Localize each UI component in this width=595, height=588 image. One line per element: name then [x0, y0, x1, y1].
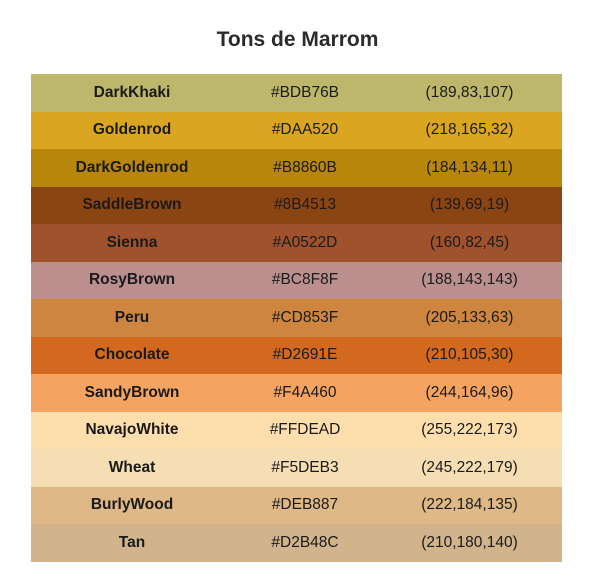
color-hex-cell: #8B4513 [273, 196, 337, 214]
color-name-cell: Peru [114, 308, 150, 326]
color-rgb-cell: (205,133,63) [425, 308, 514, 326]
color-rgb-cell: (160,82,45) [429, 233, 510, 251]
table-row: Wheat #F5DEB3 (245,222,179) [31, 449, 562, 487]
table-row: DarkKhaki #BDB76B (189,83,107) [31, 74, 562, 112]
color-rgb-cell: (222,184,135) [421, 496, 518, 514]
color-hex-cell: #DAA520 [271, 121, 339, 139]
color-name-cell: BurlyWood [90, 496, 174, 514]
color-hex-cell: #F5DEB3 [271, 458, 339, 476]
color-rgb-cell: (189,83,107) [425, 83, 514, 101]
color-hex-cell: #B8860B [273, 158, 337, 176]
color-name-cell: Chocolate [94, 346, 170, 364]
table-row: Goldenrod #DAA520 (218,165,32) [31, 111, 562, 149]
color-rgb-cell: (245,222,179) [421, 458, 518, 476]
color-name-cell: DarkKhaki [93, 83, 171, 101]
table-row: RosyBrown #BC8F8F (188,143,143) [31, 261, 562, 299]
color-rgb-cell: (184,134,11) [426, 158, 513, 176]
color-hex-cell: #A0522D [272, 233, 338, 251]
table-row: Peru #CD853F (205,133,63) [31, 299, 562, 337]
color-hex-cell: #BDB76B [270, 83, 340, 101]
color-name-cell: Sienna [106, 233, 158, 251]
color-name-cell: Wheat [108, 458, 156, 476]
color-hex-cell: #D2691E [272, 346, 338, 364]
color-rgb-cell: (244,164,96) [425, 383, 514, 401]
color-table: DarkKhaki #BDB76B (189,83,107) Goldenrod… [31, 74, 562, 562]
table-row: Chocolate #D2691E (210,105,30) [31, 336, 562, 374]
color-rgb-cell: (218,165,32) [425, 121, 514, 139]
color-name-cell: Tan [118, 533, 146, 551]
table-row: SaddleBrown #8B4513 (139,69,19) [31, 186, 562, 224]
color-name-cell: NavajoWhite [85, 421, 179, 439]
table-row: Sienna #A0522D (160,82,45) [31, 224, 562, 262]
color-hex-cell: #FFDEAD [269, 421, 341, 439]
color-name-cell: SaddleBrown [82, 196, 182, 214]
color-rgb-cell: (255,222,173) [421, 421, 518, 439]
color-name-cell: Goldenrod [92, 121, 172, 139]
table-row: DarkGoldenrod #B8860B (184,134,11) [31, 149, 562, 187]
color-hex-cell: #D2B48C [271, 533, 339, 551]
table-row: NavajoWhite #FFDEAD (255,222,173) [31, 411, 562, 449]
table-row: Tan #D2B48C (210,180,140) [31, 524, 562, 562]
color-table-body: DarkKhaki #BDB76B (189,83,107) Goldenrod… [31, 74, 562, 562]
color-hex-cell: #BC8F8F [271, 271, 339, 289]
color-rgb-cell: (188,143,143) [421, 271, 518, 289]
color-hex-cell: #F4A460 [273, 383, 337, 401]
color-hex-cell: #CD853F [271, 308, 339, 326]
color-name-cell: SandyBrown [84, 383, 180, 401]
table-row: SandyBrown #F4A460 (244,164,96) [31, 374, 562, 412]
color-rgb-cell: (139,69,19) [429, 196, 510, 214]
color-hex-cell: #DEB887 [271, 496, 339, 514]
color-rgb-cell: (210,105,30) [425, 346, 514, 364]
table-row: BurlyWood #DEB887 (222,184,135) [31, 486, 562, 524]
color-name-cell: RosyBrown [88, 271, 176, 289]
page-title: Tons de Marrom [216, 28, 379, 51]
color-rgb-cell: (210,180,140) [421, 533, 518, 551]
color-name-cell: DarkGoldenrod [75, 158, 189, 176]
